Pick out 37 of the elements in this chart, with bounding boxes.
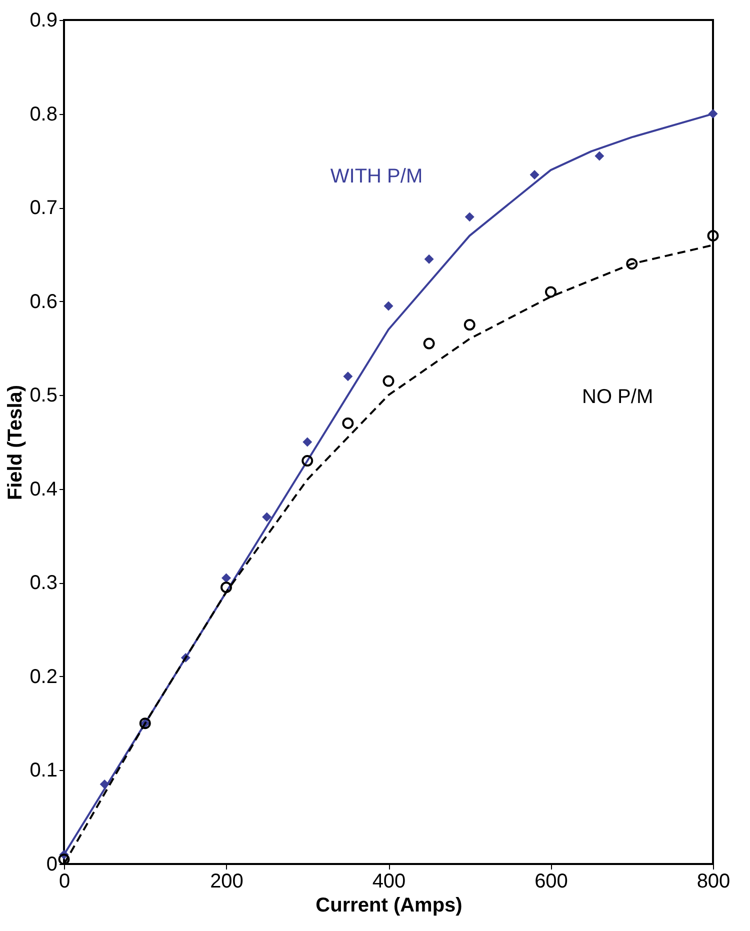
y-tick-label: 0.7	[30, 197, 58, 220]
y-tick-label: 0.2	[30, 666, 58, 688]
point	[384, 301, 394, 311]
x-tick-label: 400	[372, 870, 406, 892]
point	[58, 854, 70, 866]
point	[424, 254, 434, 264]
point	[545, 286, 556, 298]
x-tick-label: 200	[210, 870, 244, 892]
x-tick-label: 600	[534, 870, 568, 892]
y-tick-label: 0.1	[30, 760, 58, 782]
point	[222, 573, 231, 583]
y-tick-label: 0	[46, 854, 58, 876]
point	[423, 338, 435, 350]
y-tick-label: 0.6	[30, 290, 58, 313]
point	[343, 372, 353, 382]
point	[302, 455, 314, 466]
point	[302, 437, 312, 447]
x-tick-label: 800	[696, 870, 730, 892]
point	[342, 418, 354, 429]
y-tick-label: 0.3	[30, 572, 58, 594]
y-tick-label: 0.4	[30, 478, 58, 500]
point	[707, 230, 719, 242]
y-axis-title: Field (Tesla)	[4, 384, 27, 500]
x-axis-title: Current (Amps)	[316, 894, 462, 916]
point	[530, 170, 540, 180]
y-tick-label: 0.5	[30, 384, 58, 407]
point	[464, 319, 476, 331]
point	[382, 375, 394, 387]
text: WITH P/M	[330, 165, 423, 188]
y-tick-label: 0.8	[30, 103, 58, 126]
point	[262, 512, 272, 522]
point	[220, 582, 232, 594]
y-tick-label: 0.9	[30, 10, 58, 32]
point	[464, 212, 474, 222]
text: NO P/M	[582, 386, 654, 408]
point	[626, 258, 638, 270]
point	[594, 151, 604, 161]
